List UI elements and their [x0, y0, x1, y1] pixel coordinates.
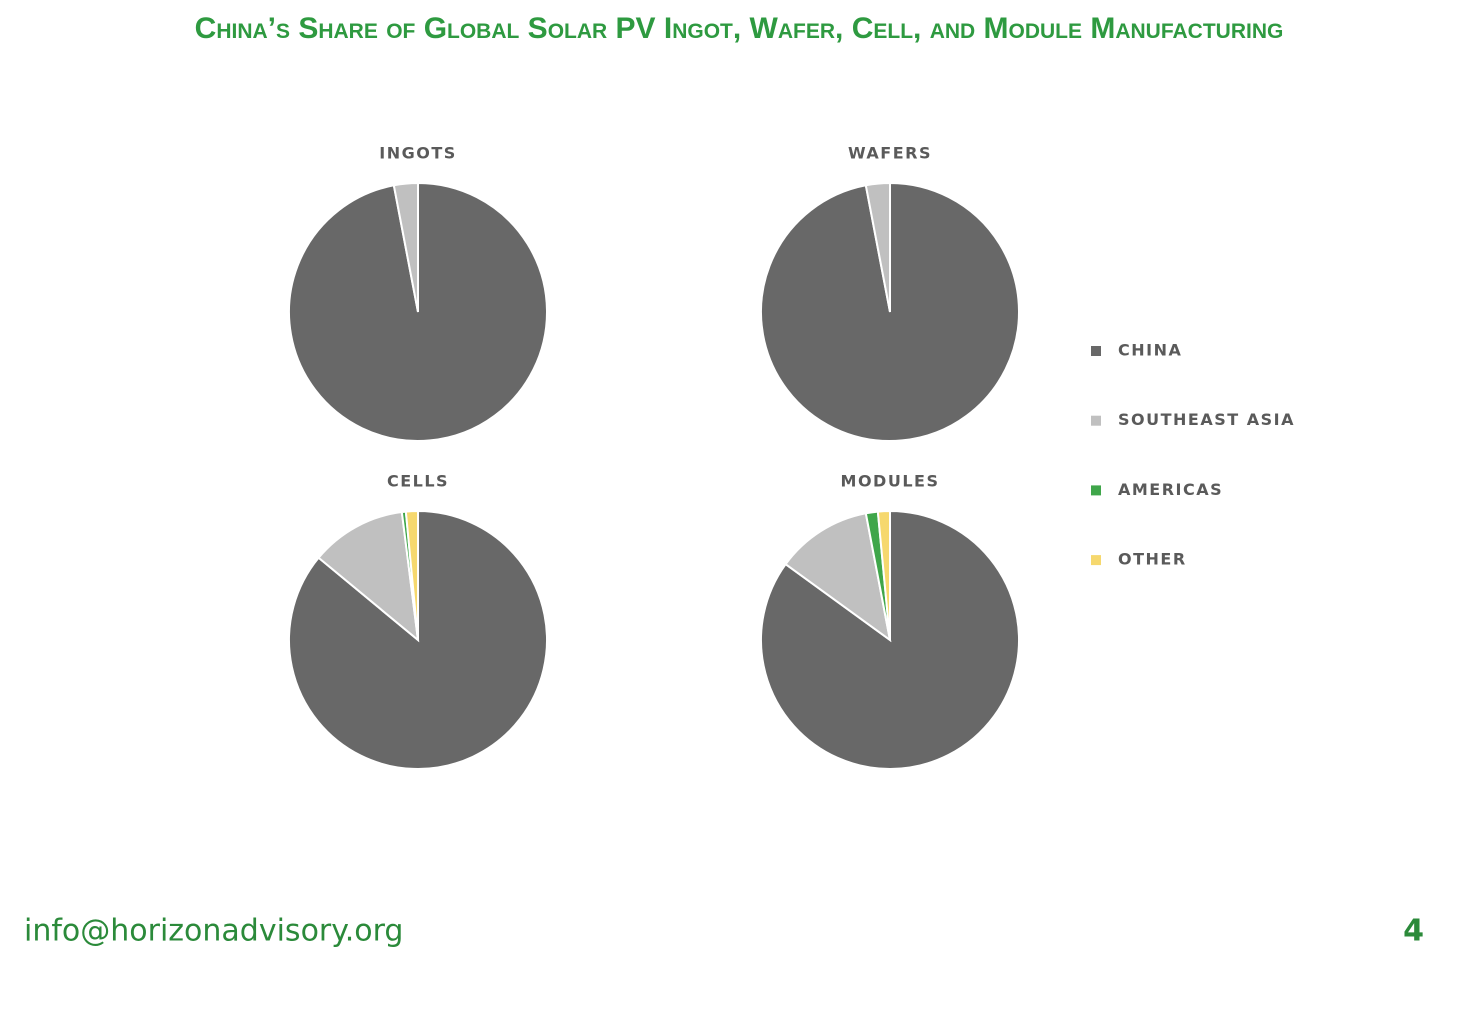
legend-swatch [1091, 555, 1101, 566]
pie-slice [864, 181, 891, 313]
legend-label: CHINA [1118, 341, 1182, 360]
legend-swatch [1091, 346, 1101, 356]
pie-title: WAFERS [848, 144, 932, 163]
footer-email: info@horizonadvisory.org [24, 914, 403, 949]
pie-slice [392, 181, 419, 313]
pie-title: CELLS [387, 472, 449, 491]
pie-slice [317, 510, 420, 643]
pie-title: INGOTS [379, 144, 457, 163]
legend-swatch [1091, 485, 1101, 496]
page-number: 4 [1403, 914, 1424, 949]
pie-title: MODULES [841, 472, 940, 491]
pie-slice [876, 509, 891, 641]
legend-label: OTHER [1118, 550, 1187, 569]
legend-label: AMERICAS [1118, 480, 1223, 499]
pie-slice [784, 512, 892, 643]
legend-swatch [1091, 415, 1101, 426]
pie-slice [404, 509, 419, 641]
slide-title: China’s Share of Global Solar PV Ingot, … [195, 12, 1284, 45]
legend-label: SOUTHEAST ASIA [1118, 410, 1295, 429]
